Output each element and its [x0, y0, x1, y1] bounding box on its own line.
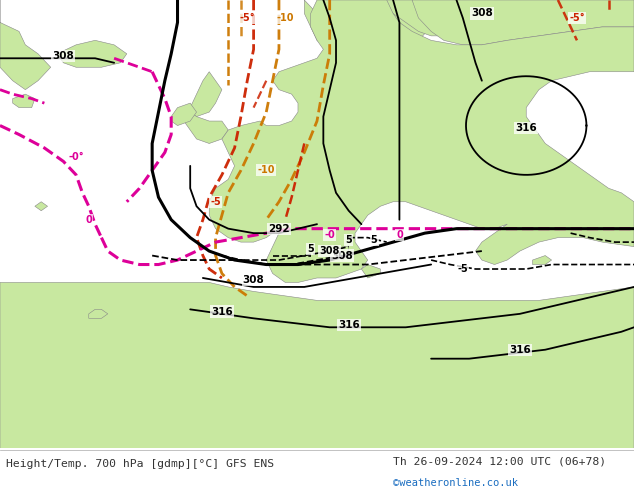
Text: 292: 292 — [268, 223, 290, 234]
Text: 5: 5 — [371, 235, 377, 245]
Text: -5°: -5° — [569, 13, 585, 23]
Text: ©weatheronline.co.uk: ©weatheronline.co.uk — [393, 477, 518, 488]
Text: 316: 316 — [211, 307, 233, 317]
Text: 308: 308 — [243, 275, 264, 285]
Text: -5: -5 — [458, 264, 468, 274]
Text: 0: 0 — [86, 215, 92, 225]
Text: -0: -0 — [325, 230, 335, 241]
Text: -10: -10 — [257, 165, 275, 175]
Text: 316: 316 — [509, 344, 531, 355]
Text: -5: -5 — [210, 197, 221, 207]
Text: -10: -10 — [276, 13, 294, 23]
Text: Th 26-09-2024 12:00 UTC (06+78): Th 26-09-2024 12:00 UTC (06+78) — [393, 457, 606, 466]
Text: -5°: -5° — [240, 13, 255, 23]
Text: 316: 316 — [338, 320, 359, 330]
Text: 308: 308 — [53, 51, 74, 61]
Text: 5: 5 — [346, 235, 352, 245]
Text: -0°: -0° — [68, 152, 84, 162]
Text: 5: 5 — [307, 244, 314, 254]
Text: 308: 308 — [332, 250, 353, 261]
Text: 0: 0 — [396, 230, 403, 241]
Text: 316: 316 — [515, 123, 537, 133]
Text: Height/Temp. 700 hPa [gdmp][°C] GFS ENS: Height/Temp. 700 hPa [gdmp][°C] GFS ENS — [6, 459, 275, 469]
Text: 308: 308 — [471, 8, 493, 19]
Text: 308: 308 — [320, 246, 340, 256]
